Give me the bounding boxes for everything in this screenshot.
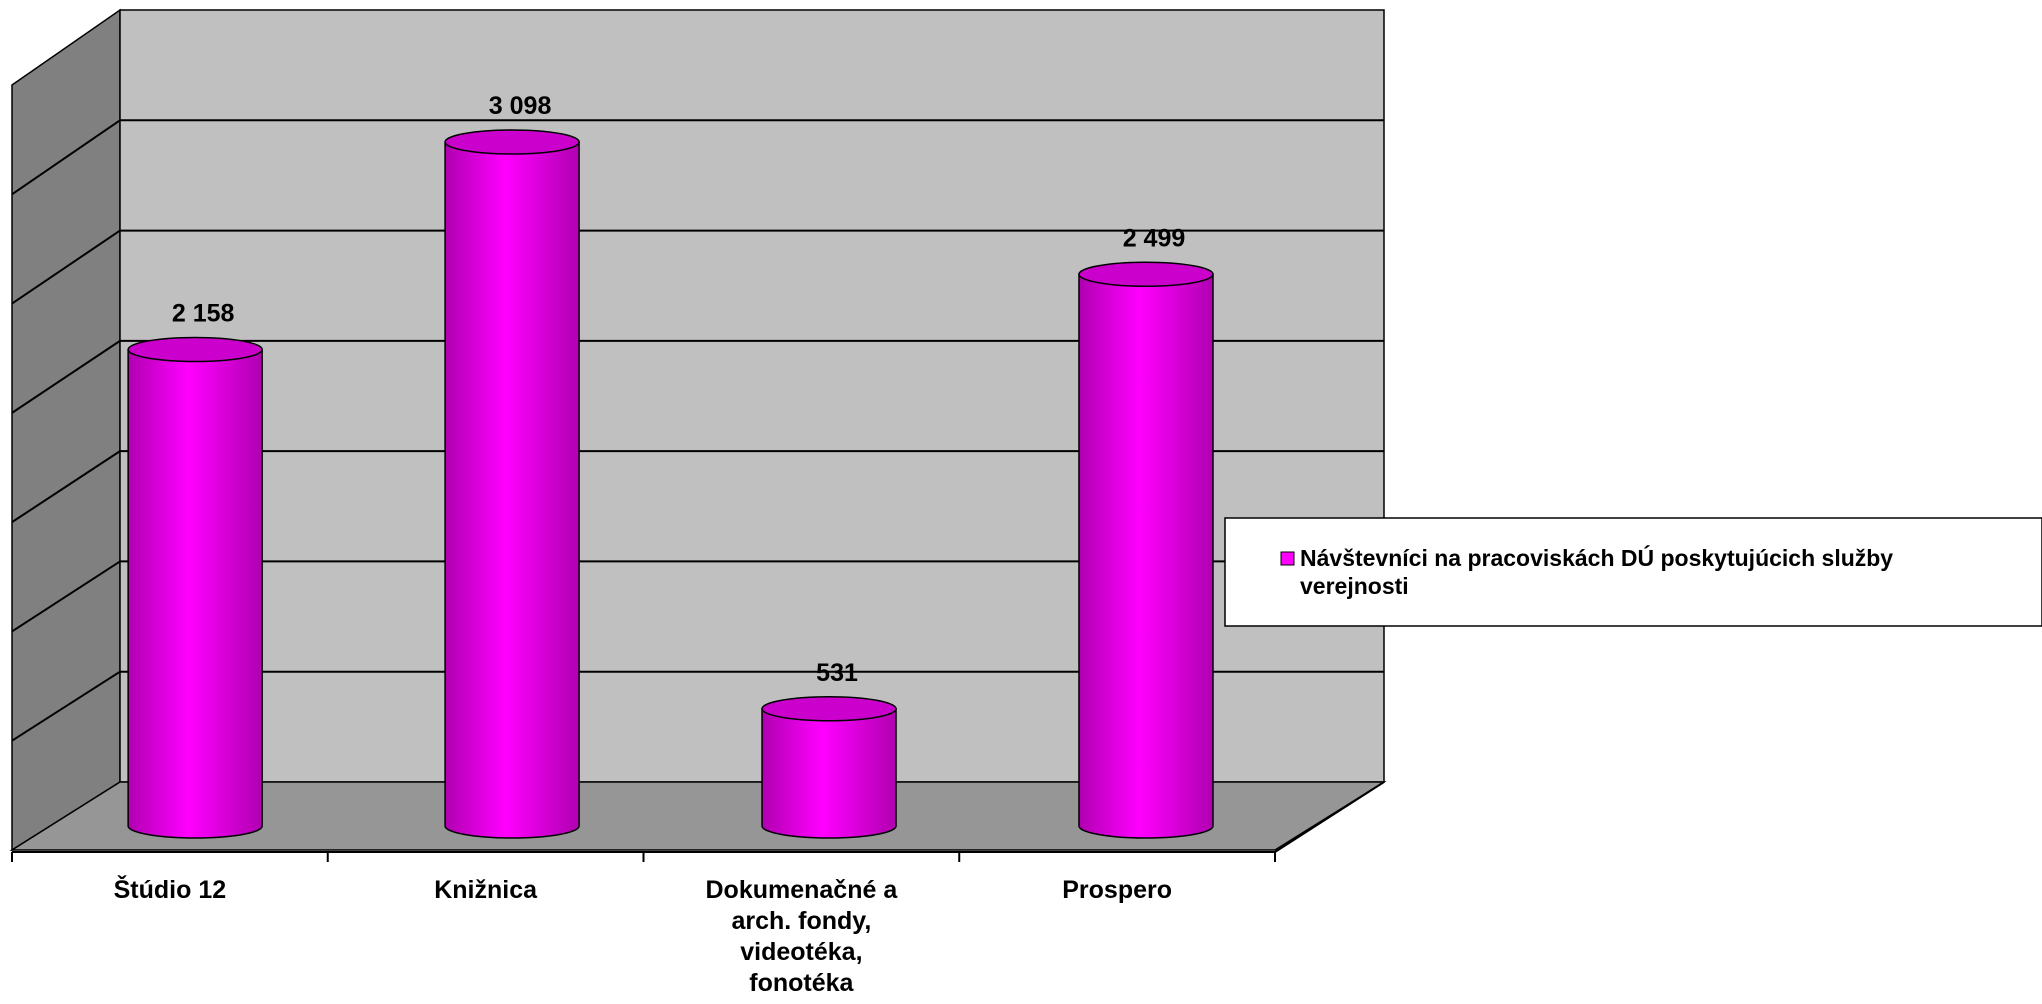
category-label: Prospero — [1062, 876, 1172, 904]
category-labels: Štúdio 12 Knižnica Dokumenačné a arch. fond… — [114, 874, 1172, 997]
x-axis-ticks — [11, 852, 1276, 862]
category-label: Dokumenačné a — [706, 876, 899, 904]
bar — [127, 348, 263, 839]
legend-label-line-2: verejnosti — [1300, 573, 1409, 599]
bar-top — [127, 336, 263, 363]
category-label: Knižnica — [434, 876, 538, 904]
bars — [127, 129, 1214, 839]
gridline-side — [11, 670, 121, 742]
data-label: 531 — [816, 659, 858, 687]
legend-swatch — [1280, 551, 1295, 566]
data-label: 2 499 — [1123, 224, 1186, 252]
side-wall — [11, 8, 121, 852]
gridline-side — [11, 450, 121, 523]
floor — [9, 781, 1387, 851]
bar — [761, 708, 897, 839]
bar — [1078, 273, 1214, 839]
category-label: videotéka, — [740, 938, 862, 966]
floor-right-edge — [1274, 781, 1385, 853]
legend-box — [1224, 517, 2042, 627]
gridline-side — [11, 119, 121, 196]
bar-top — [1078, 261, 1214, 288]
data-labels: 2 158 3 098 531 2 499 — [172, 92, 1185, 687]
category-label: fonotéka — [749, 969, 854, 997]
legend: Návštevníci na pracoviskách DÚ poskytujú… — [1224, 517, 2042, 627]
category-label: Štúdio 12 — [114, 874, 227, 904]
gridline-side — [11, 560, 121, 633]
data-label: 2 158 — [172, 300, 235, 328]
gridline-side — [11, 340, 121, 414]
gridline-side — [11, 229, 121, 305]
bar-top — [761, 696, 897, 722]
bar-top — [444, 129, 580, 155]
data-label: 3 098 — [489, 92, 552, 120]
category-label: arch. fondy, — [731, 907, 871, 935]
legend-label-line-1: Návštevníci na pracoviskách DÚ poskytujú… — [1300, 544, 1893, 571]
bar — [444, 141, 580, 839]
